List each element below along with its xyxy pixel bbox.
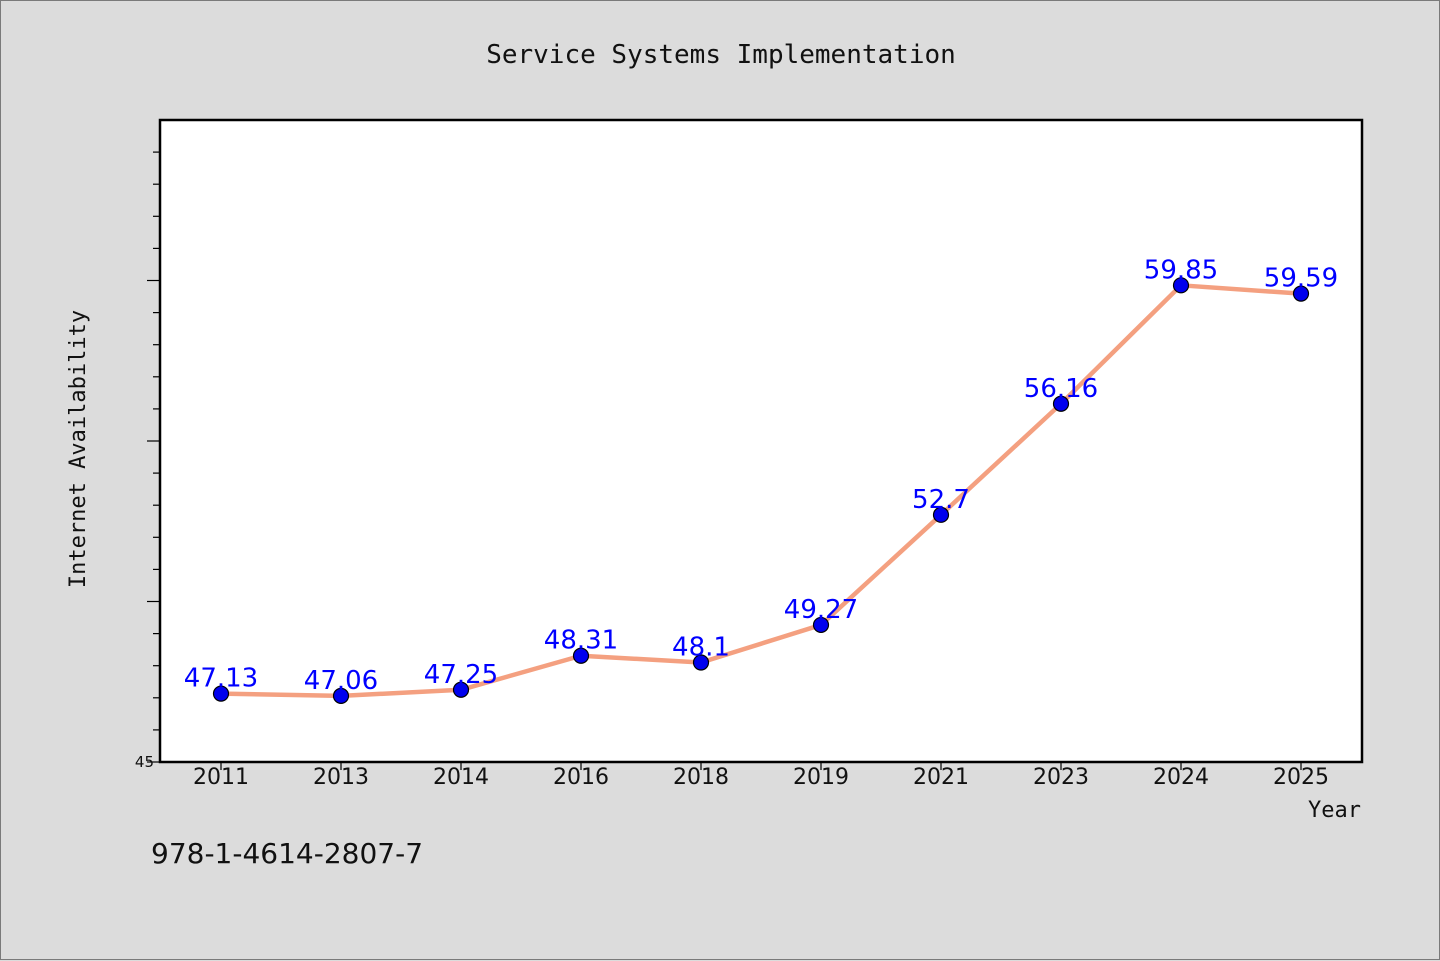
data-point-label: 47.13: [184, 664, 258, 694]
chart-title: Service Systems Implementation: [486, 40, 956, 70]
x-tick-label: 2023: [1033, 765, 1089, 790]
x-tick-label: 2024: [1153, 765, 1209, 790]
data-point-label: 47.06: [304, 666, 378, 696]
y-axis-ticks: 45: [135, 151, 160, 771]
x-tick-label: 2025: [1273, 765, 1329, 790]
x-tick-label: 2011: [193, 765, 249, 790]
data-point-marker: [572, 647, 590, 664]
data-point-marker: [1292, 285, 1310, 302]
x-tick-label: 2018: [673, 765, 729, 790]
footer-identifier: 978-1-4614-2807-7: [151, 837, 423, 870]
x-axis-label: Year: [1308, 798, 1361, 823]
data-point-label: 49.27: [784, 595, 858, 625]
x-tick-label: 2021: [913, 765, 969, 790]
x-tick-label: 2019: [793, 765, 849, 790]
data-point-marker: [692, 654, 710, 671]
data-point-marker: [1172, 277, 1190, 294]
data-point-marker: [1052, 395, 1070, 412]
y-axis-label: Internet Availability: [66, 310, 91, 588]
data-point-label: 59.85: [1144, 255, 1218, 285]
data-point-label: 48.1: [672, 632, 730, 662]
plot-area: [158, 118, 1364, 764]
data-point-label: 52.7: [912, 485, 970, 515]
data-point-marker: [812, 616, 830, 634]
data-labels: 47.13 47.06 47.25 48.31 48.1 49.27 52.7 56.16 59…: [184, 255, 1338, 696]
data-point-label: 48.31: [544, 626, 618, 656]
data-point-marker: [332, 687, 350, 704]
x-axis-ticks: 2011 2013 2014 2016 2018 2019 2021 2023 2024 2025: [193, 762, 1329, 790]
data-point-marker: [932, 506, 950, 523]
data-point-marker: [452, 681, 470, 698]
data-point-marker: [212, 685, 230, 702]
series-line: [218, 283, 1304, 699]
data-point-label: 56.16: [1024, 374, 1098, 404]
data-point-label: 47.25: [424, 660, 498, 690]
x-tick-label: 2016: [553, 765, 609, 790]
y-tick-label: 45: [135, 753, 154, 771]
series-layer: [212, 277, 1310, 704]
data-point-label: 59.59: [1264, 264, 1338, 294]
x-tick-label: 2013: [313, 765, 369, 790]
x-tick-label: 2014: [433, 765, 489, 790]
